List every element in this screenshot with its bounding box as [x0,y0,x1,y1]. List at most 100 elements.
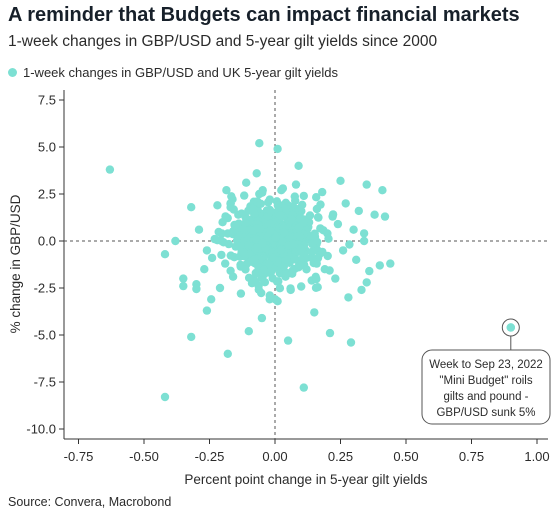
data-point [288,239,298,249]
data-point [294,161,303,170]
data-point [215,283,225,293]
data-point [254,281,263,290]
data-point [226,266,235,275]
data-point [288,269,297,278]
x-tick-label: 0.50 [393,449,418,464]
data-point [255,224,265,233]
source-note: Source: Convera, Macrobond [8,495,172,509]
data-point [231,221,240,230]
legend-marker [8,68,17,77]
data-point [308,239,317,249]
data-point [247,279,257,288]
data-point [257,288,266,298]
data-point [252,235,261,244]
data-point [235,242,244,252]
annotation-text-line: gilts and pound - [443,391,528,403]
data-point [241,265,250,274]
data-point [365,266,374,276]
data-point [192,284,201,294]
data-point [375,261,384,270]
data-point [313,283,322,292]
data-point [352,255,361,264]
y-tick-label: 0.0 [38,234,56,249]
y-tick-label: -5.0 [34,328,56,343]
data-point [179,281,188,291]
data-point [236,289,246,298]
y-tick-label: 2.5 [38,187,56,202]
data-point [249,205,258,215]
data-point [179,274,188,283]
data-point [171,236,180,246]
x-tick-label: 1.00 [524,449,549,464]
data-point [229,205,238,214]
data-point [310,308,319,317]
data-point [299,191,308,201]
data-point [370,210,379,219]
data-point [214,227,223,237]
data-point [296,244,306,253]
data-point [311,272,320,281]
data-point [277,186,286,195]
data-point [378,186,387,195]
data-point [213,201,222,210]
data-point [307,247,317,257]
data-point [273,144,282,154]
annotation-highlight-ring [501,318,520,337]
data-point [318,187,327,197]
data-point [202,246,212,255]
x-tick-label: -0.50 [129,449,159,464]
data-point [287,215,296,224]
x-tick-label: 0.75 [459,449,484,464]
data-point [279,228,289,237]
data-point [283,336,293,345]
data-point [272,277,282,286]
data-point [344,293,353,302]
data-point [316,200,325,209]
data-point [260,278,270,287]
data-point [310,229,319,238]
annotation-text-line: GBP/USD sunk 5% [436,407,535,419]
legend-label: 1-week changes in GBP/USD and UK 5-year … [23,65,339,80]
data-point [324,234,333,243]
data-point [202,306,212,315]
data-point [362,180,371,189]
x-tick-label: 0.25 [328,449,353,464]
data-point [302,265,311,274]
data-point [305,211,315,220]
data-point [359,229,369,238]
data-point [160,392,170,402]
data-point [187,203,196,212]
data-point [380,212,390,221]
data-point [240,191,249,200]
data-point [256,199,265,208]
y-axis-label: % change in GBP/USD [8,194,23,333]
data-point [222,186,231,195]
data-point [207,253,217,263]
y-tick-label: 5.0 [38,140,56,155]
y-tick-label: -7.5 [34,375,56,390]
data-point [105,165,115,174]
data-point [295,232,305,241]
data-point [312,193,321,202]
data-point [297,282,306,291]
data-point [244,327,253,336]
data-point [333,219,343,229]
data-point [250,255,259,264]
data-points [105,139,515,402]
data-point [319,226,328,235]
data-point [271,233,280,242]
data-point [223,349,232,358]
x-tick-label: -0.75 [64,449,94,464]
annotation-box [421,349,551,425]
data-point [338,246,348,255]
data-point [276,246,286,255]
data-point [248,226,258,235]
data-point [221,212,230,221]
data-point [160,250,170,259]
data-point [194,225,204,234]
data-point [265,205,275,215]
data-point [276,211,285,220]
data-point [266,219,275,228]
data-point [331,274,340,283]
data-point [275,284,285,293]
